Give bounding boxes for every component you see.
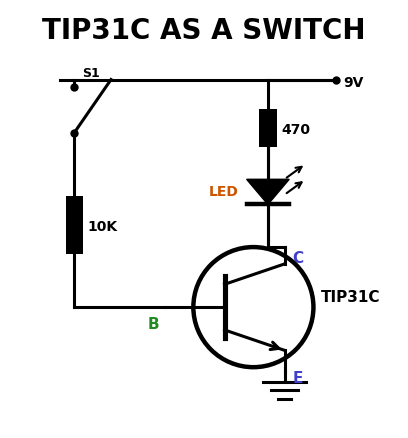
Text: 9V: 9V (344, 76, 364, 90)
Text: S1: S1 (82, 67, 100, 80)
Text: TIP31C AS A SWITCH: TIP31C AS A SWITCH (42, 17, 366, 45)
Bar (259, 109, 277, 147)
Bar (66, 196, 83, 254)
Text: B: B (148, 317, 160, 332)
Text: E: E (293, 371, 303, 386)
Text: TIP31C: TIP31C (321, 290, 381, 305)
Text: C: C (293, 251, 304, 266)
Text: LED: LED (209, 185, 239, 199)
Text: 10K: 10K (88, 220, 118, 234)
Polygon shape (246, 179, 289, 205)
Text: 470: 470 (282, 123, 310, 137)
